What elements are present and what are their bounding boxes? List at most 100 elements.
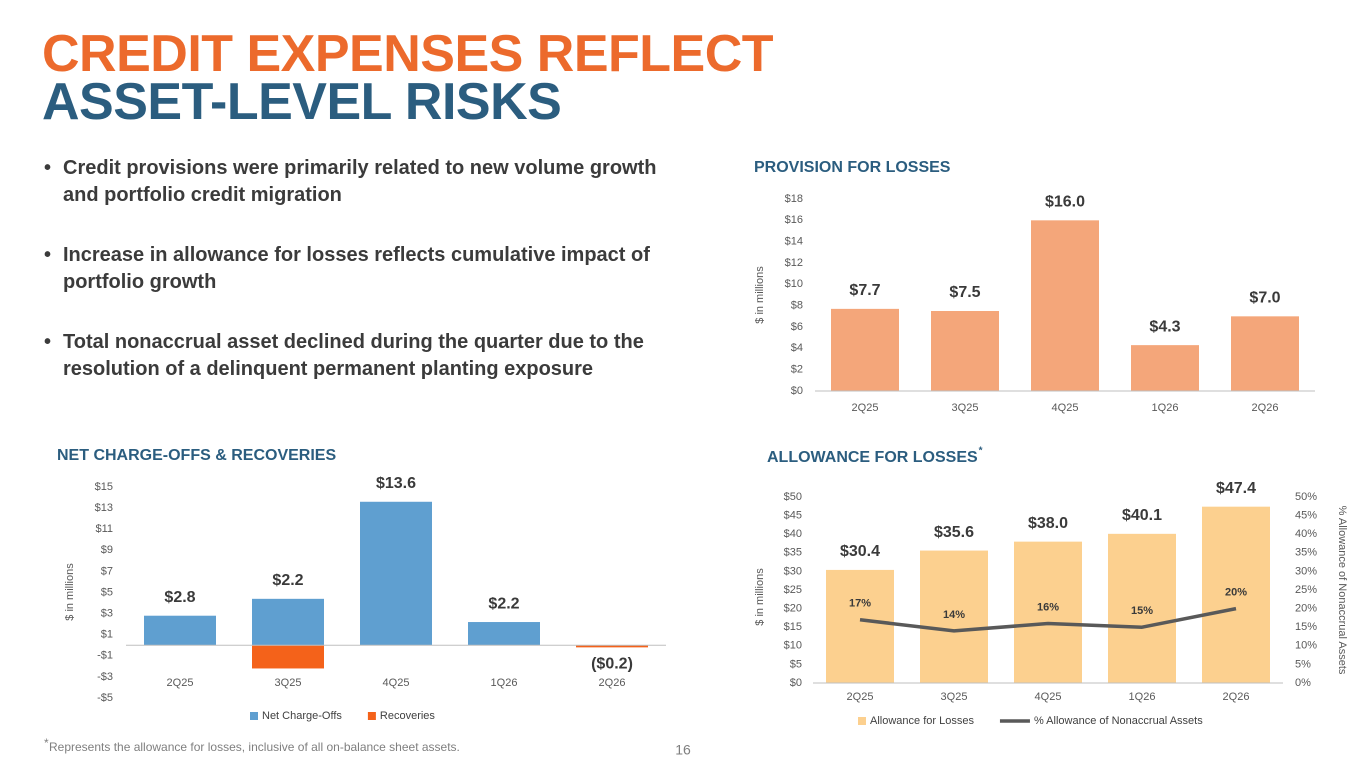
y-tick-label: $2 [791, 364, 803, 376]
line [859, 606, 1237, 633]
legend-swatch [250, 712, 258, 720]
legend-swatch [367, 712, 376, 720]
y2-axis-label: % Allowance of Nonaccrual Assets [1336, 506, 1348, 675]
footnote-marker: * [44, 736, 49, 750]
point-label: 20% [1225, 587, 1247, 599]
y2-tick-label: 35% [1295, 547, 1317, 559]
bar [1031, 220, 1099, 391]
x-tick-label: 2Q26 [1252, 402, 1279, 414]
y-tick-label: -$3 [97, 671, 113, 683]
y2-tick-label: 20% [1295, 603, 1317, 615]
y2-tick-label: 40% [1295, 528, 1317, 540]
x-tick-label: 4Q25 [1035, 691, 1062, 703]
bar-segment [252, 645, 324, 669]
y-tick-label: $45 [784, 510, 802, 522]
bar [1231, 316, 1299, 391]
chart-title: ALLOWANCE FOR LOSSES [767, 449, 978, 466]
bar [826, 569, 894, 683]
total-label: $2.2 [272, 572, 303, 589]
value-label: $4.3 [1149, 318, 1180, 335]
value-label: $7.5 [949, 284, 980, 301]
bar-segment [144, 615, 216, 646]
x-tick-label: 2Q26 [599, 677, 626, 689]
value-label: $38.0 [1028, 515, 1068, 532]
y-tick-label: $5 [101, 586, 113, 598]
x-tick-label: 1Q26 [1152, 402, 1179, 414]
title-line: ASSET-LEVEL RISKS [42, 73, 562, 131]
point-label: 16% [1037, 601, 1059, 613]
title-line: CREDIT EXPENSES REFLECT [42, 25, 774, 83]
bar-segment [360, 501, 432, 646]
total-label: $2.2 [488, 595, 519, 612]
y-tick-label: $15 [95, 481, 113, 493]
x-tick-label: 2Q25 [847, 691, 874, 703]
page-number: 16 [675, 742, 691, 758]
y-tick-label: $0 [791, 385, 803, 397]
y-tick-label: -$5 [97, 692, 113, 704]
y-tick-label: $30 [784, 565, 802, 577]
y2-tick-label: 30% [1295, 565, 1317, 577]
bar-segment [576, 645, 648, 648]
title-marker: * [979, 446, 983, 457]
bar [1131, 345, 1199, 391]
bar-segment [252, 598, 324, 646]
total-label: ($0.2) [591, 656, 633, 673]
y-tick-label: $12 [785, 257, 803, 269]
y-tick-label: $50 [784, 491, 802, 503]
y2-tick-label: 5% [1295, 658, 1311, 670]
legend-label: % Allowance of Nonaccrual Assets [1034, 715, 1203, 727]
legend-label: Net Charge-Offs [262, 710, 342, 722]
y-tick-label: -$1 [97, 650, 113, 662]
y-tick-label: $6 [791, 321, 803, 333]
y2-tick-label: 45% [1295, 510, 1317, 522]
y-tick-label: $7 [101, 565, 113, 577]
y2-tick-label: 10% [1295, 640, 1317, 652]
legend-label: Allowance for Losses [870, 715, 974, 727]
y-tick-label: $11 [95, 523, 113, 535]
bar [1108, 533, 1176, 683]
y-tick-label: $40 [784, 528, 802, 540]
x-tick-label: 2Q25 [167, 677, 194, 689]
y2-tick-label: 0% [1295, 677, 1311, 689]
y2-tick-label: 25% [1295, 584, 1317, 596]
x-tick-label: 2Q25 [852, 402, 879, 414]
bar [1202, 506, 1270, 683]
y-tick-label: $13 [95, 502, 113, 514]
y-tick-label: $15 [784, 621, 802, 633]
value-label: $16.0 [1045, 194, 1085, 211]
y-tick-label: $9 [101, 544, 113, 556]
total-label: $2.8 [164, 589, 195, 606]
x-tick-label: 3Q25 [952, 402, 979, 414]
bullet: Increase in allowance for losses reflect… [44, 242, 664, 296]
y2-tick-label: 15% [1295, 621, 1317, 633]
bar-segment [468, 622, 540, 646]
point-label: 17% [849, 598, 871, 610]
y-tick-label: $3 [101, 608, 113, 620]
value-label: $35.6 [934, 524, 974, 541]
y-tick-label: $14 [785, 236, 803, 248]
x-tick-label: 4Q25 [383, 677, 410, 689]
y-tick-label: $1 [101, 629, 113, 641]
y-tick-label: $5 [790, 658, 802, 670]
chart-title: PROVISION FOR LOSSES [754, 159, 951, 176]
y-tick-label: $4 [791, 342, 803, 354]
x-tick-label: 1Q26 [1129, 691, 1156, 703]
x-tick-label: 3Q25 [275, 677, 302, 689]
y2-tick-label: 50% [1295, 491, 1317, 503]
legend-label: Recoveries [380, 710, 436, 722]
y-tick-label: $16 [785, 214, 803, 226]
bullet-list: Credit provisions were primarily related… [44, 155, 664, 416]
y-tick-label: $25 [784, 584, 802, 596]
point-label: 14% [943, 609, 965, 621]
chart-title: NET CHARGE-OFFS & RECOVERIES [57, 447, 336, 464]
point-label: 15% [1131, 605, 1153, 617]
bullet: Credit provisions were primarily related… [44, 155, 664, 209]
value-label: $7.0 [1249, 290, 1280, 307]
value-label: $47.4 [1216, 480, 1256, 497]
y-axis-label: $ in millions [754, 266, 766, 324]
x-tick-label: 4Q25 [1052, 402, 1079, 414]
y-tick-label: $35 [784, 547, 802, 559]
bar [931, 311, 999, 391]
footnote: Represents the allowance for losses, inc… [49, 740, 460, 754]
